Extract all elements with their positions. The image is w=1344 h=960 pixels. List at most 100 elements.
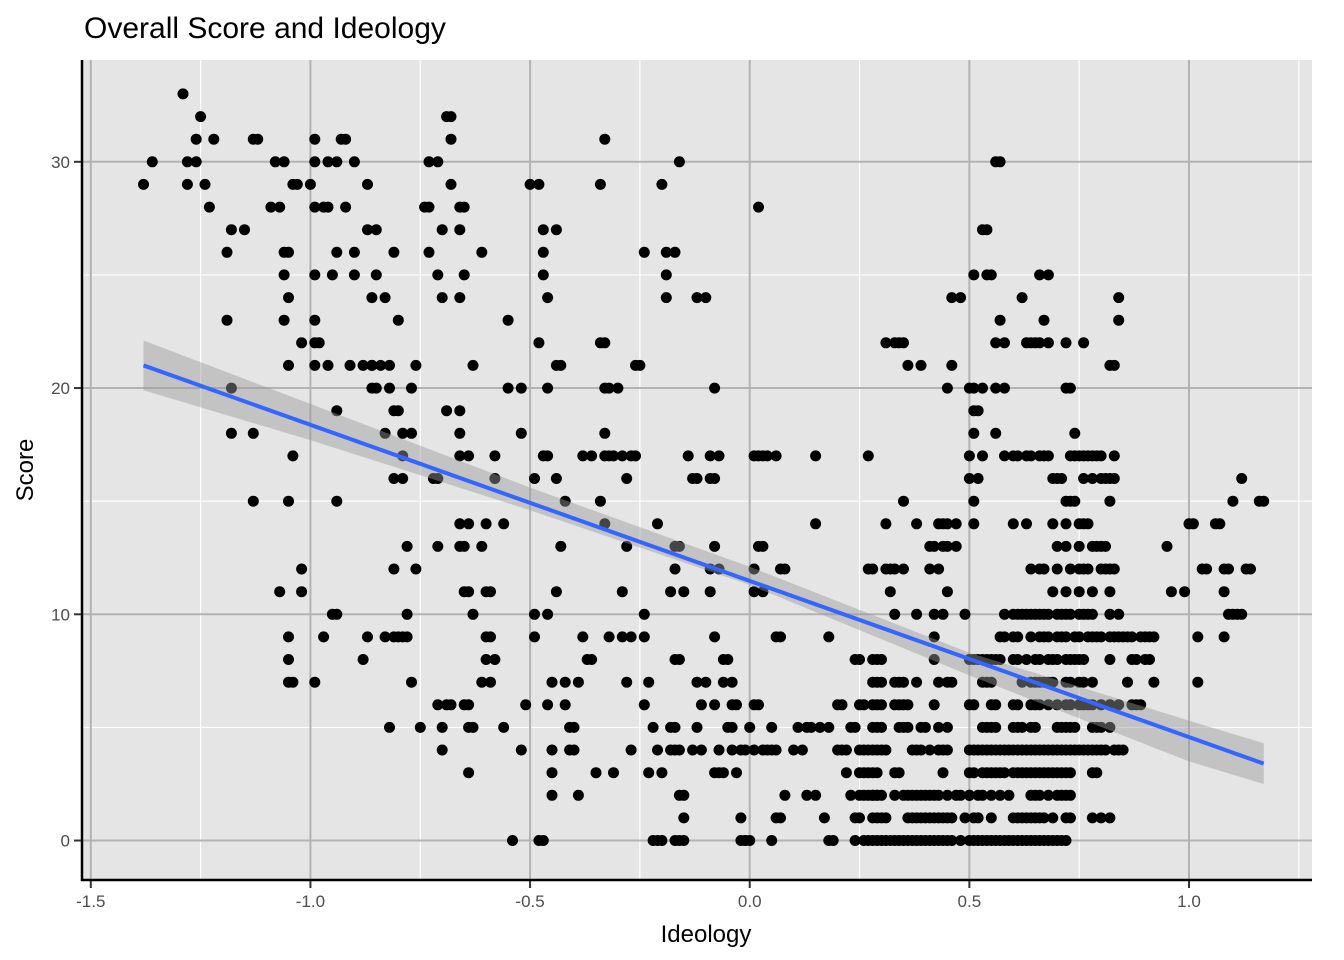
- data-point: [941, 721, 953, 733]
- data-point: [889, 608, 901, 620]
- data-point: [902, 359, 914, 371]
- data-point: [854, 812, 865, 824]
- data-point: [893, 767, 905, 779]
- data-point: [985, 676, 997, 688]
- data-point: [199, 178, 211, 190]
- data-point: [726, 744, 738, 756]
- data-point: [726, 699, 738, 711]
- data-point: [739, 835, 751, 846]
- data-point: [1021, 518, 1032, 530]
- data-point: [1025, 450, 1037, 462]
- data-point: [959, 608, 971, 620]
- data-point: [594, 178, 606, 190]
- data-point: [709, 699, 721, 711]
- y-tick-label: 30: [51, 153, 70, 172]
- data-point: [208, 133, 220, 145]
- data-point: [599, 133, 611, 145]
- data-point: [950, 518, 962, 530]
- data-point: [726, 676, 738, 688]
- data-point: [726, 721, 738, 733]
- data-point: [432, 156, 444, 168]
- data-point: [1100, 744, 1111, 756]
- data-point: [489, 654, 501, 665]
- data-point: [454, 450, 466, 462]
- data-point: [717, 676, 729, 688]
- data-point: [603, 382, 615, 394]
- data-point: [542, 699, 554, 711]
- data-point: [427, 473, 439, 484]
- data-point: [990, 427, 1002, 439]
- data-point: [586, 654, 598, 665]
- data-point: [656, 835, 668, 846]
- data-point: [621, 676, 633, 688]
- data-point: [792, 721, 804, 733]
- data-point: [432, 699, 444, 711]
- data-point: [898, 563, 909, 575]
- data-point: [322, 359, 334, 371]
- data-point: [608, 767, 619, 779]
- data-point: [673, 744, 685, 756]
- data-point: [1144, 654, 1155, 665]
- data-point: [313, 337, 325, 349]
- data-point: [550, 224, 562, 236]
- data-point: [985, 789, 997, 801]
- data-point: [375, 359, 387, 371]
- data-point: [572, 676, 584, 688]
- data-point: [871, 767, 883, 779]
- data-point: [621, 473, 633, 484]
- data-point: [1086, 676, 1098, 688]
- data-point: [695, 699, 707, 711]
- data-point: [568, 721, 580, 733]
- data-point: [656, 767, 668, 779]
- data-point: [744, 721, 756, 733]
- data-point: [941, 744, 953, 756]
- data-point: [568, 744, 580, 756]
- data-point: [735, 812, 747, 824]
- data-point: [994, 654, 1006, 665]
- data-point: [810, 518, 822, 530]
- data-point: [392, 314, 404, 326]
- data-point: [968, 518, 980, 530]
- data-point: [436, 721, 448, 733]
- data-point: [331, 156, 343, 168]
- data-point: [529, 631, 540, 643]
- data-point: [410, 359, 422, 371]
- data-point: [1245, 563, 1256, 575]
- x-tick-label: -1.0: [296, 892, 325, 911]
- data-point: [941, 518, 953, 530]
- data-point: [876, 676, 887, 688]
- data-point: [928, 654, 940, 665]
- data-point: [480, 518, 492, 530]
- data-point: [963, 473, 975, 484]
- data-point: [946, 292, 958, 304]
- data-point: [687, 744, 699, 756]
- data-point: [858, 699, 870, 711]
- data-point: [709, 473, 721, 484]
- data-point: [1007, 518, 1019, 530]
- data-point: [1042, 269, 1054, 281]
- data-point: [691, 721, 703, 733]
- data-point: [423, 246, 435, 258]
- data-points: [138, 88, 1270, 846]
- data-point: [181, 156, 193, 168]
- data-point: [616, 631, 628, 643]
- data-point: [331, 608, 343, 620]
- data-point: [296, 586, 308, 598]
- data-point: [520, 699, 532, 711]
- data-point: [840, 767, 852, 779]
- data-point: [283, 292, 294, 304]
- data-point: [990, 337, 1002, 349]
- data-point: [331, 405, 343, 417]
- data-point: [348, 269, 360, 281]
- data-point: [608, 450, 619, 462]
- data-point: [955, 789, 967, 801]
- data-point: [489, 450, 501, 462]
- data-point: [1078, 654, 1090, 665]
- data-point: [1038, 563, 1050, 575]
- data-point: [586, 450, 598, 462]
- data-point: [1113, 314, 1125, 326]
- data-point: [985, 812, 997, 824]
- data-point: [805, 721, 817, 733]
- data-point: [766, 835, 778, 846]
- data-point: [1122, 676, 1133, 688]
